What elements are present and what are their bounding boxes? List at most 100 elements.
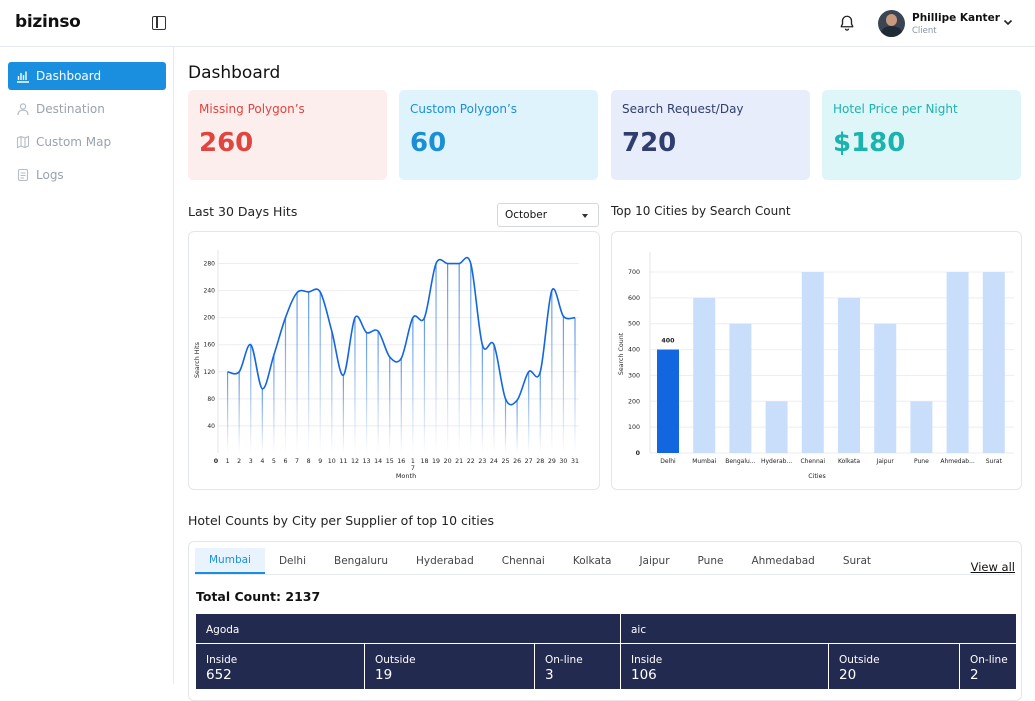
caret-down-icon: [582, 214, 588, 218]
x-tick-label: 26: [513, 458, 521, 465]
x-tick-label: 6: [283, 458, 287, 465]
sidebar-item-logs[interactable]: Logs: [8, 161, 166, 189]
tab-jaipur[interactable]: Jaipur: [639, 555, 670, 567]
tab-ahmedabad[interactable]: Ahmedabad: [751, 555, 815, 567]
stat-card-hotel-price: Hotel Price per Night $180: [822, 90, 1021, 180]
y-tick-label: 0: [636, 450, 641, 457]
tab-chennai[interactable]: Chennai: [501, 555, 545, 567]
stat-number: 106: [631, 667, 657, 683]
tab-bengaluru[interactable]: Bengaluru: [334, 555, 388, 567]
stat-card-search-request: Search Request/Day 720: [611, 90, 810, 180]
supplier-stat-cell: Inside 652: [196, 644, 364, 689]
avatar[interactable]: [878, 10, 905, 37]
stat-label: Search Request/Day: [622, 102, 744, 116]
y-tick-label: 160: [204, 342, 216, 349]
drop-line: [516, 400, 518, 453]
x-tick-label: 28: [536, 458, 544, 465]
stat-value: 260: [199, 128, 254, 158]
stat-key: On-line: [545, 654, 583, 666]
x-tick-label: 11: [339, 458, 347, 465]
sidebar-toggle-icon[interactable]: [152, 16, 166, 30]
drop-line: [504, 398, 507, 453]
drop-line: [319, 291, 321, 453]
y-tick-label: 280: [204, 261, 216, 268]
x-tick-label: 30: [559, 458, 567, 465]
tab-pune[interactable]: Pune: [697, 555, 724, 567]
x-tick-label: 1: [411, 458, 415, 465]
x-tick-label: 2: [237, 458, 241, 465]
drop-line: [574, 317, 576, 453]
hits-chart-title: Last 30 Days Hits: [188, 204, 298, 219]
x-tick-label: 4: [260, 458, 264, 465]
bar-hyderab: [765, 401, 788, 453]
tab-mumbai[interactable]: Mumbai: [195, 548, 265, 574]
stat-number: 652: [206, 667, 232, 683]
bar-bengalu: [729, 323, 752, 453]
x-tick-label: 16: [397, 458, 405, 465]
x-tick-label: 7: [295, 458, 299, 465]
drop-line: [284, 317, 287, 453]
sidebar-item-dashboard[interactable]: Dashboard: [8, 62, 166, 90]
sidebar-item-label: Logs: [36, 168, 64, 182]
bell-icon[interactable]: [838, 14, 856, 32]
x-tick-label: 3: [249, 458, 253, 465]
stat-number: 20: [839, 667, 857, 683]
x-tick-label: 23: [478, 458, 486, 465]
chevron-down-icon[interactable]: [1002, 16, 1014, 28]
drop-line: [365, 332, 368, 453]
drop-line: [458, 263, 460, 453]
drop-line: [447, 263, 449, 453]
supplier-stat-cell: Outside 19: [365, 644, 534, 689]
x-tick-label: 27: [525, 458, 533, 465]
sidebar-item-destination[interactable]: Destination: [8, 95, 166, 123]
cities-chart-title: Top 10 Cities by Search Count: [611, 204, 791, 218]
tab-delhi[interactable]: Delhi: [278, 555, 307, 567]
drop-line: [250, 344, 252, 453]
bar-jaipur: [874, 323, 897, 453]
x-tick-label: 22: [467, 458, 475, 465]
stat-value: 60: [410, 128, 447, 158]
y-tick-label: 300: [628, 372, 640, 379]
chart-icon: [17, 71, 29, 83]
y-tick-label: 400: [628, 347, 640, 354]
supplier-stat-cell: Inside 106: [621, 644, 828, 689]
y-tick-label: 200: [628, 398, 640, 405]
user-pin-icon: [17, 103, 29, 116]
y-tick-label: 200: [204, 315, 216, 322]
view-all-link[interactable]: View all: [970, 560, 1015, 574]
x-tick-label: 29: [548, 458, 556, 465]
tab-hyderabad[interactable]: Hyderabad: [415, 555, 474, 567]
drop-line: [400, 358, 402, 453]
tab-surat[interactable]: Surat: [842, 555, 872, 567]
sidebar-item-label: Destination: [36, 102, 105, 116]
x-tick-label: 12: [351, 458, 359, 465]
month-select[interactable]: October: [497, 203, 599, 227]
stat-key: Outside: [839, 654, 880, 666]
stat-label: Missing Polygon’s: [199, 102, 305, 116]
sidebar: Dashboard Destination Custom Map Logs: [0, 47, 174, 684]
tabs-divider: [195, 574, 1015, 575]
x-tick-label: 9: [318, 458, 322, 465]
user-name[interactable]: Phillipe Kanter: [912, 12, 1000, 24]
drop-line: [551, 290, 553, 453]
x-tick-label: 21: [455, 458, 463, 465]
total-count: Total Count: 2137: [196, 589, 321, 604]
city-tabs: Mumbai Delhi Bengaluru Hyderabad Chennai…: [195, 548, 885, 574]
app-logo[interactable]: bizinso: [15, 12, 81, 32]
tab-kolkata[interactable]: Kolkata: [572, 555, 612, 567]
supplier-stat-cell: On-line 2: [960, 644, 1016, 689]
bar-kolkata: [838, 297, 860, 453]
drop-line: [528, 371, 530, 453]
drop-line: [481, 344, 483, 453]
x-tick-label: Jaipur: [876, 458, 895, 465]
y-tick-label: 500: [628, 321, 640, 328]
cities-bar-chart: 0 100 200 300 400 500 600 700 Delhi 400 Mumbai Beng…: [618, 252, 1014, 480]
drop-line: [562, 316, 565, 453]
hits-series-line: [227, 256, 576, 406]
sidebar-item-label: Custom Map: [36, 135, 112, 149]
y-tick-label: 240: [204, 288, 216, 295]
x-tick-label: 14: [374, 458, 382, 465]
sidebar-item-custom-map[interactable]: Custom Map: [8, 128, 166, 156]
stat-label: Custom Polygon’s: [410, 102, 518, 116]
y-axis-label: Search Count: [618, 332, 625, 375]
